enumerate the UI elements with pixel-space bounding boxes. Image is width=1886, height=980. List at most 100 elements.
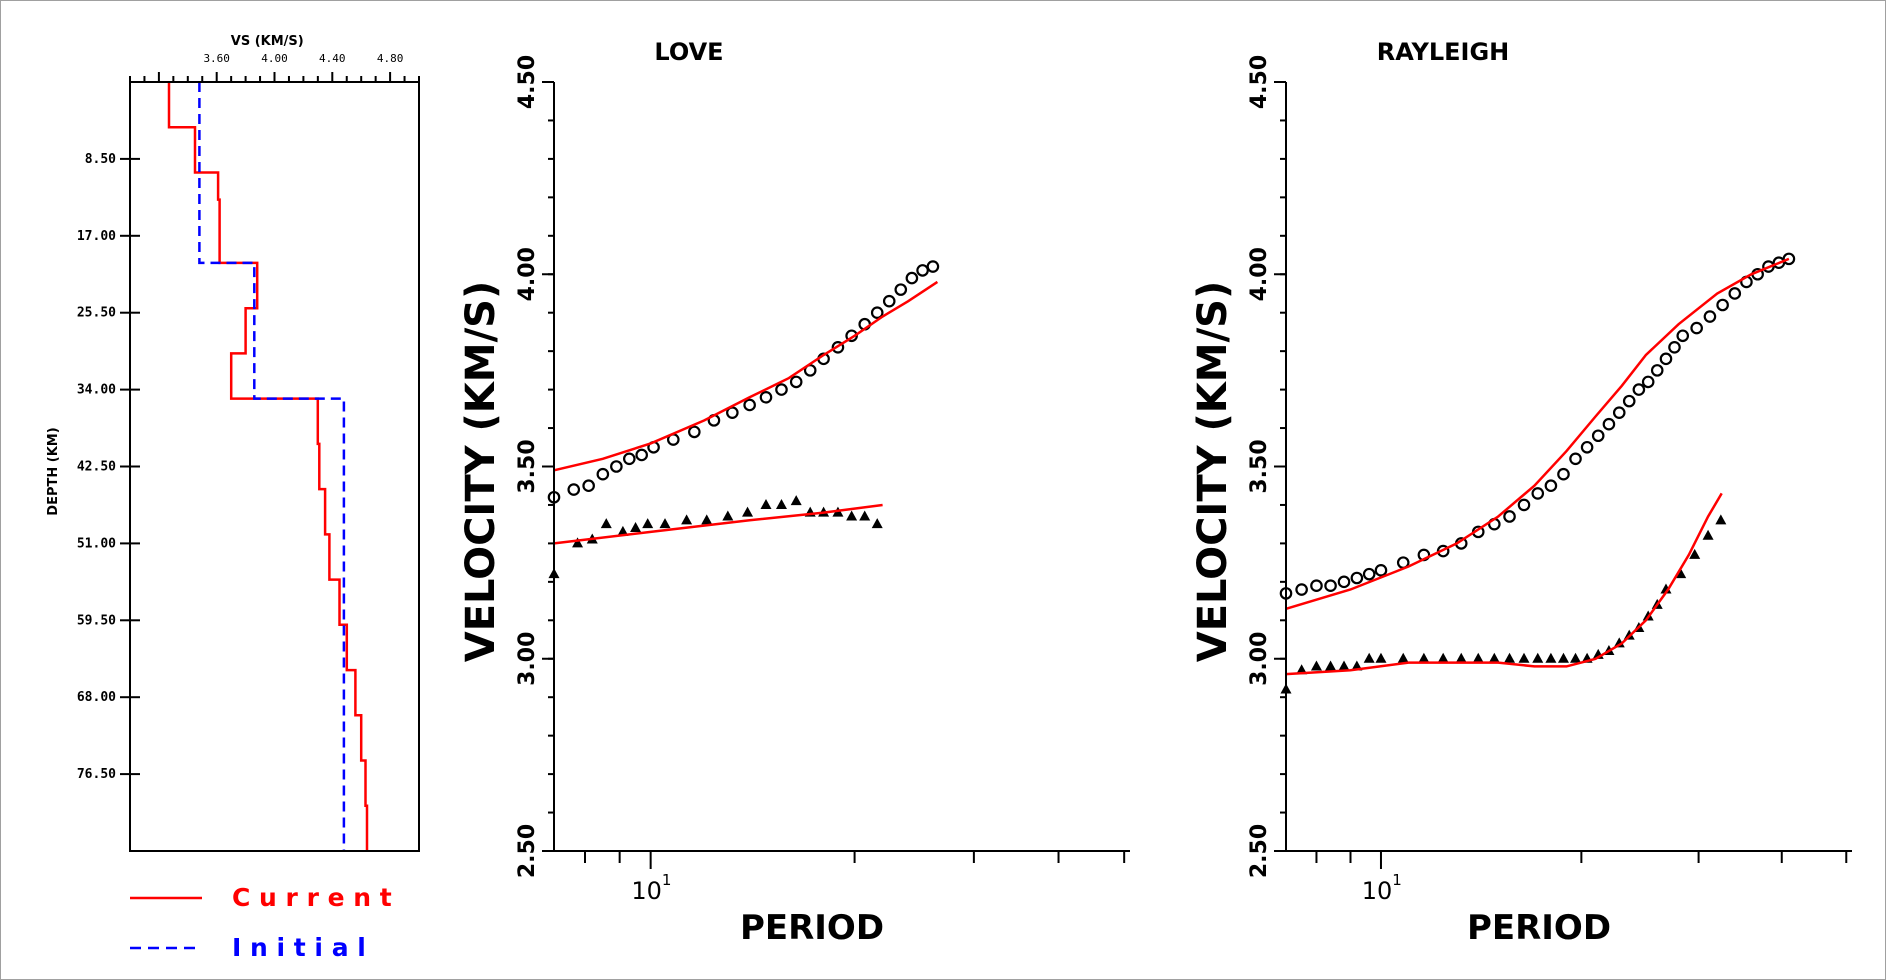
rayleigh-observed-triangle [1338, 660, 1350, 671]
rayleigh-observed-circle [1659, 352, 1673, 366]
love-observed-triangle [760, 498, 772, 509]
love-observed-triangle [871, 518, 883, 529]
vs-y-tick-label: 8.50 [85, 152, 116, 167]
rayleigh-observed-circle [1503, 510, 1516, 523]
vs-profile-x-axis-label: VS (KM/S) [231, 34, 304, 49]
love-title: LOVE [654, 38, 723, 66]
rayleigh-observed-circle [1362, 567, 1376, 581]
rayleigh-observed-circle [1374, 564, 1388, 577]
vs-x-tick-label: 4.00 [261, 52, 288, 65]
rayleigh-observed-circle [1350, 571, 1364, 585]
rayleigh-observed-triangle [1437, 652, 1449, 663]
vs-profile-y-axis-label: DEPTH (KM) [46, 427, 61, 515]
legend-current-label: C u r r e n t [232, 883, 392, 912]
love-observed-triangle [681, 514, 693, 525]
love-observed-triangle [722, 510, 734, 521]
vs-y-tick-label: 76.50 [77, 767, 116, 782]
rayleigh-observed-circle [1676, 329, 1690, 343]
love-y-axis-label: VELOCITY (KM/S) [458, 281, 504, 663]
rayleigh-observed-triangle [1455, 652, 1467, 663]
vs-profile-panel: 3.60 4.00 4.40 4.80 8.50 17.00 25.50 34.00 42.50… [46, 34, 420, 962]
love-observed-circle [882, 294, 896, 308]
rayleigh-observed-circle [1703, 310, 1717, 323]
rayleigh-y-tick-label: 2.50 [1247, 824, 1272, 878]
love-observed-triangle [642, 518, 654, 529]
love-observed-circle [789, 375, 803, 389]
love-observed-circle [610, 460, 623, 473]
rayleigh-observed-triangle [1675, 568, 1687, 579]
love-observed-triangle [600, 518, 612, 529]
rayleigh-observed-triangle [1518, 652, 1530, 663]
rayleigh-observed-circle [1650, 364, 1664, 377]
love-panel: 2.50 3.00 3.50 4.00 4.50 10 1 LOVE PERIOD VELO… [458, 38, 1130, 948]
love-marks [547, 260, 940, 579]
love-y-tick-label: 3.00 [515, 632, 540, 686]
rayleigh-observed-circle [1668, 341, 1681, 354]
love-observed-circle [759, 390, 773, 404]
love-observed-circle [743, 398, 756, 412]
rayleigh-observed-circle [1762, 260, 1775, 273]
rayleigh-observed-triangle [1689, 548, 1701, 559]
vs-y-tick-label: 42.50 [77, 460, 116, 475]
rayleigh-observed-triangle [1310, 660, 1322, 671]
love-observed-triangle [630, 522, 642, 533]
rayleigh-marks [1279, 252, 1796, 694]
rayleigh-observed-circle [1716, 298, 1729, 312]
rayleigh-observed-triangle [1418, 652, 1430, 663]
love-observed-triangle [790, 495, 802, 506]
love-observed-triangle [659, 518, 671, 529]
rayleigh-observed-circle [1632, 383, 1646, 396]
rayleigh-observed-triangle [1325, 660, 1337, 671]
love-y-tick-label: 4.50 [515, 55, 540, 109]
love-observed-circle [916, 264, 929, 277]
love-x-axis-label: PERIOD [740, 908, 884, 948]
rayleigh-observed-circle [1591, 429, 1605, 443]
rayleigh-observed-triangle [1702, 529, 1714, 540]
vs-y-tick-label: 51.00 [77, 536, 116, 551]
vs-series-initial [198, 82, 346, 851]
love-y-tick-label: 3.50 [515, 439, 540, 493]
legend-initial-label: I n i t i a l [232, 933, 366, 962]
rayleigh-observed-circle [1602, 417, 1616, 431]
vs-series-current [167, 82, 369, 851]
rayleigh-observed-circle [1544, 479, 1558, 493]
rayleigh-observed-circle [1517, 498, 1531, 512]
rayleigh-observed-triangle [1613, 637, 1625, 648]
rayleigh-observed-circle [1324, 579, 1337, 592]
rayleigh-observed-triangle [1375, 652, 1387, 663]
rayleigh-observed-triangle [1504, 652, 1516, 663]
rayleigh-observed-circle [1337, 575, 1351, 589]
rayleigh-observed-triangle [1488, 652, 1500, 663]
rayleigh-observed-circle [1580, 440, 1594, 454]
love-observed-triangle [572, 537, 584, 548]
vs-y-tick-label: 59.50 [77, 613, 116, 628]
vs-profile-marks [167, 82, 369, 851]
love-observed-circle [870, 306, 884, 319]
love-observed-circle [635, 448, 648, 462]
rayleigh-x-tick-exponent: 1 [1392, 871, 1402, 889]
love-observed-circle [926, 260, 940, 273]
vs-x-tick-label: 4.80 [377, 52, 404, 65]
love-observed-triangle [617, 525, 629, 536]
rayleigh-observed-circle [1690, 321, 1703, 335]
rayleigh-y-tick-label: 4.00 [1247, 247, 1272, 301]
rayleigh-observed-triangle [1545, 652, 1557, 663]
love-observed-circle [894, 283, 908, 296]
rayleigh-model-curve [1285, 492, 1723, 676]
rayleigh-observed-circle [1728, 287, 1742, 300]
love-observed-triangle [775, 498, 787, 509]
rayleigh-observed-triangle [1557, 652, 1569, 663]
vs-x-tick-label: 3.60 [203, 52, 230, 65]
love-observed-triangle [846, 510, 858, 521]
love-y-tick-label: 2.50 [515, 824, 540, 878]
love-y-tick-label: 4.00 [515, 247, 540, 301]
love-observed-circle [622, 452, 636, 466]
rayleigh-title: RAYLEIGH [1377, 38, 1510, 66]
love-observed-circle [688, 425, 701, 439]
rayleigh-observed-triangle [1532, 652, 1544, 663]
rayleigh-observed-triangle [1472, 652, 1484, 663]
rayleigh-x-axis-label: PERIOD [1467, 908, 1611, 948]
vs-y-tick-label: 68.00 [77, 690, 116, 705]
love-x-tick-exponent: 1 [662, 871, 672, 889]
